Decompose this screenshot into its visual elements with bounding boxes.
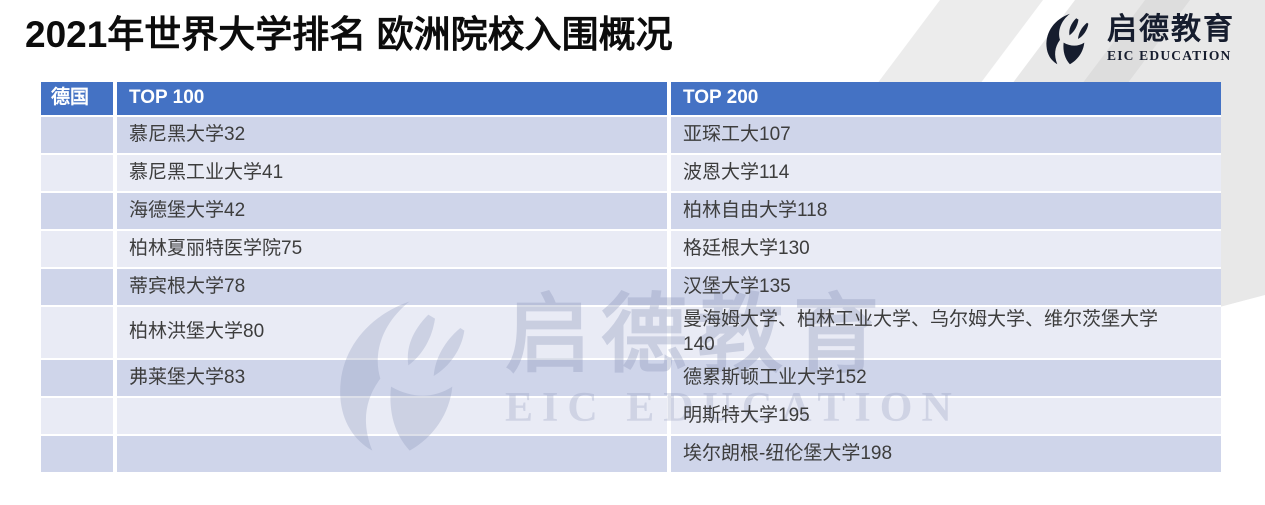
ranking-table-grid: 德国 TOP 100 TOP 200 慕尼黑大学32 亚琛工大107 慕尼黑工业… — [41, 82, 1221, 473]
table-cell-region — [41, 398, 113, 435]
table-cell-top100: 慕尼黑工业大学41 — [117, 155, 667, 191]
table-cell-top200: 格廷根大学130 — [671, 231, 1221, 267]
table-cell-top100: 柏林夏丽特医学院75 — [117, 231, 667, 267]
table-cell-top200: 波恩大学114 — [671, 155, 1221, 191]
table-cell-top100: 慕尼黑大学32 — [117, 117, 667, 153]
table-cell-region — [41, 436, 113, 473]
table-cell-top200: 明斯特大学195 — [671, 398, 1221, 435]
logo-name-en: EIC EDUCATION — [1107, 47, 1232, 63]
table-cell-top200: 曼海姆大学、柏林工业大学、乌尔姆大学、维尔茨堡大学 140 — [671, 307, 1221, 359]
table-header-top200: TOP 200 — [671, 82, 1221, 115]
table-cell-top200: 柏林自由大学118 — [671, 193, 1221, 229]
table-header-region: 德国 — [41, 82, 113, 115]
table-cell-top100: 蒂宾根大学78 — [117, 269, 667, 305]
logo-name-cn: 启德教育 — [1107, 13, 1235, 47]
eic-logo: 启德教育 EIC EDUCATION — [1041, 12, 1235, 66]
table-cell-top200: 汉堡大学135 — [671, 269, 1221, 305]
table-cell-top100: 弗莱堡大学83 — [117, 360, 667, 397]
table-cell-top200: 埃尔朗根-纽伦堡大学198 — [671, 436, 1221, 473]
table-header-top100: TOP 100 — [117, 82, 667, 115]
table-cell-region — [41, 307, 113, 359]
table-cell-region — [41, 193, 113, 229]
table-cell-region — [41, 155, 113, 191]
table-cell-region — [41, 269, 113, 305]
table-cell-top200: 亚琛工大107 — [671, 117, 1221, 153]
table-cell-top100: 海德堡大学42 — [117, 193, 667, 229]
table-cell-region — [41, 117, 113, 153]
table-cell-top200: 德累斯顿工业大学152 — [671, 360, 1221, 397]
page-title: 2021年世界大学排名 欧洲院校入围概况 — [25, 14, 673, 55]
table-cell-region — [41, 360, 113, 397]
table-cell-top100 — [117, 398, 667, 435]
table-cell-top100: 柏林洪堡大学80 — [117, 307, 667, 359]
table-cell-region — [41, 231, 113, 267]
table-cell-top100 — [117, 436, 667, 473]
eic-logo-icon — [1041, 12, 1097, 66]
ranking-table: 德国 TOP 100 TOP 200 慕尼黑大学32 亚琛工大107 慕尼黑工业… — [41, 82, 1221, 473]
